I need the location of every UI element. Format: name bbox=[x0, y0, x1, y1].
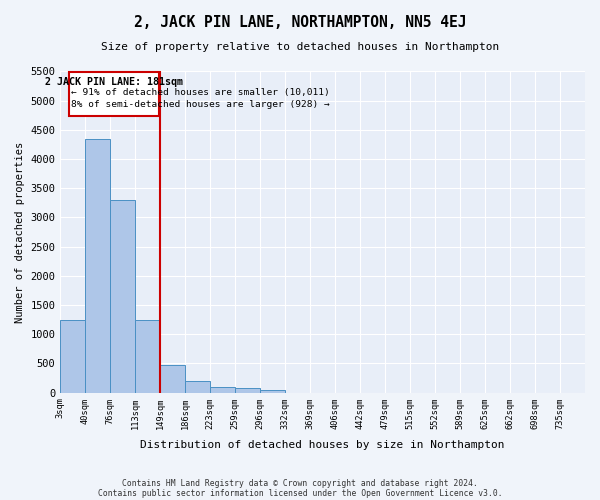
Bar bbox=[210, 386, 235, 392]
Bar bbox=[160, 365, 185, 392]
Bar bbox=[61, 320, 85, 392]
Bar bbox=[235, 388, 260, 392]
Text: Size of property relative to detached houses in Northampton: Size of property relative to detached ho… bbox=[101, 42, 499, 52]
Text: Contains public sector information licensed under the Open Government Licence v3: Contains public sector information licen… bbox=[98, 488, 502, 498]
Bar bbox=[136, 320, 160, 392]
Text: 2, JACK PIN LANE, NORTHAMPTON, NN5 4EJ: 2, JACK PIN LANE, NORTHAMPTON, NN5 4EJ bbox=[134, 15, 466, 30]
Bar bbox=[260, 390, 285, 392]
Text: 2 JACK PIN LANE: 181sqm: 2 JACK PIN LANE: 181sqm bbox=[45, 77, 183, 87]
Bar bbox=[110, 200, 136, 392]
Text: ← 91% of detached houses are smaller (10,011): ← 91% of detached houses are smaller (10… bbox=[71, 88, 330, 98]
FancyBboxPatch shape bbox=[69, 72, 159, 117]
Bar bbox=[85, 138, 110, 392]
X-axis label: Distribution of detached houses by size in Northampton: Distribution of detached houses by size … bbox=[140, 440, 505, 450]
Bar bbox=[185, 381, 210, 392]
Text: Contains HM Land Registry data © Crown copyright and database right 2024.: Contains HM Land Registry data © Crown c… bbox=[122, 478, 478, 488]
Y-axis label: Number of detached properties: Number of detached properties bbox=[15, 142, 25, 322]
Text: 8% of semi-detached houses are larger (928) →: 8% of semi-detached houses are larger (9… bbox=[71, 100, 330, 108]
